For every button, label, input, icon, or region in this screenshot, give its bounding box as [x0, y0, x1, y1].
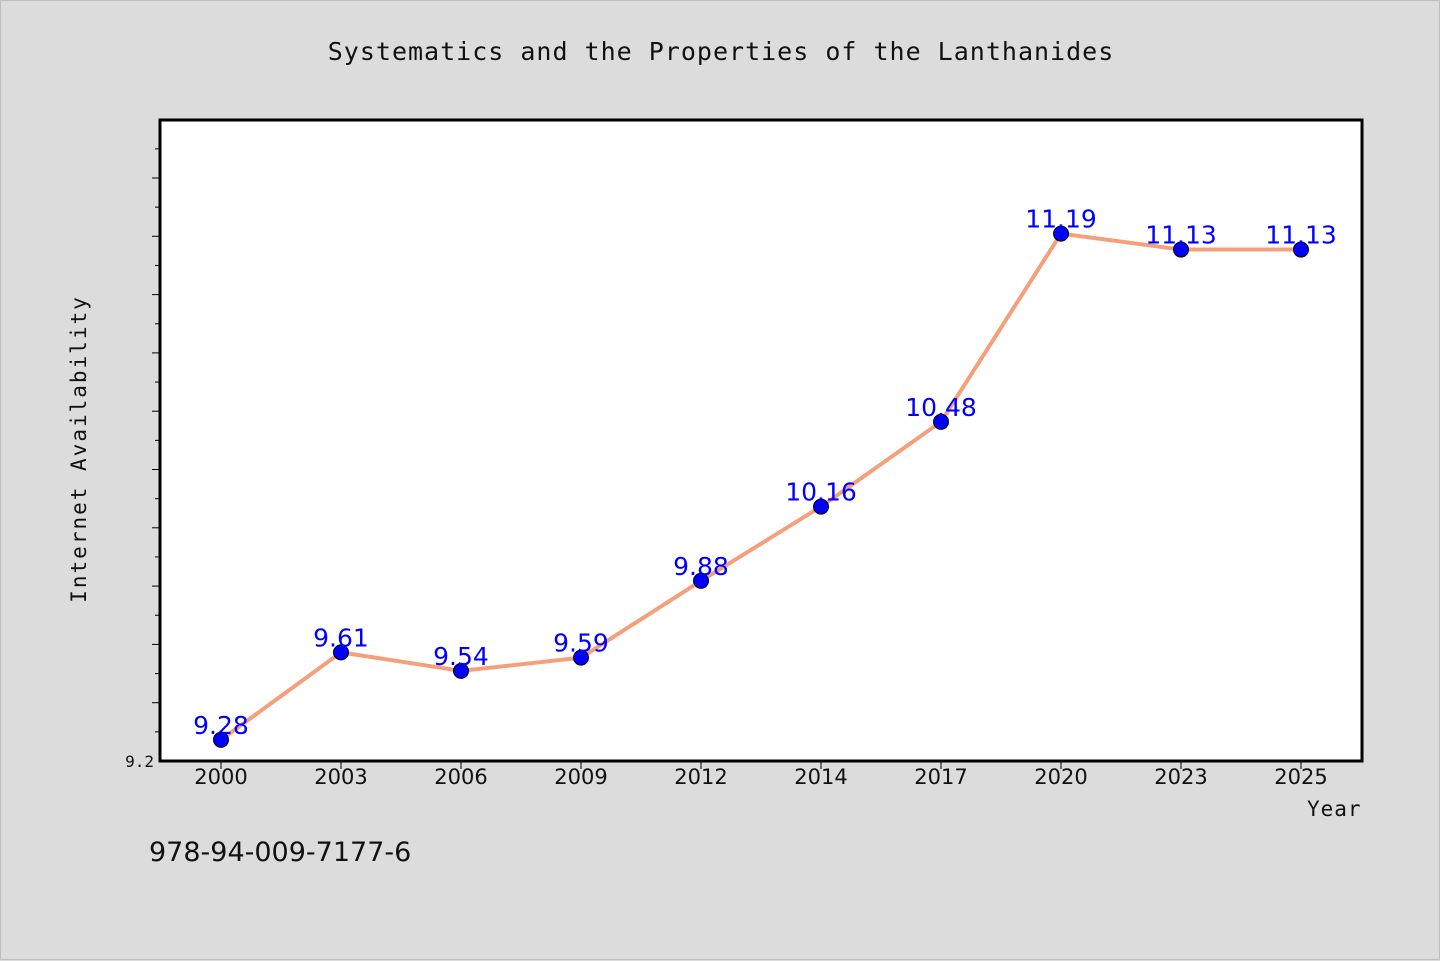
- x-tick-label: 2006: [434, 765, 487, 789]
- x-tick-label: 2023: [1154, 765, 1207, 789]
- isbn-caption: 978-94-009-7177-6: [149, 837, 412, 868]
- data-point: [933, 413, 949, 430]
- x-tick-label: 2012: [674, 765, 727, 789]
- x-axis-ticks: 2000 2003 2006 2009 2012 2014 2017 2020 2023 2025: [194, 761, 1328, 789]
- data-markers: [213, 225, 1309, 748]
- data-point: [333, 644, 349, 661]
- series-line: [219, 231, 1303, 742]
- y-axis-ticks: 9.2: [125, 148, 160, 771]
- x-tick-label: 2014: [794, 765, 847, 789]
- data-label: 9.61: [313, 623, 369, 652]
- data-point: [1293, 241, 1309, 258]
- data-point: [213, 731, 229, 748]
- series-line-group: [219, 231, 1303, 742]
- data-labels: 9.28 9.61 9.54 9.59 9.88 10.16 10.48 11.19 11.13…: [193, 205, 1337, 740]
- x-tick-label: 2017: [914, 765, 967, 789]
- data-point: [1053, 225, 1069, 242]
- data-point: [573, 649, 589, 666]
- data-point: [1173, 241, 1189, 258]
- data-label: 11.13: [1145, 221, 1217, 250]
- data-point: [693, 572, 709, 589]
- data-label: 10.16: [785, 478, 857, 507]
- x-axis-title: Year: [1307, 797, 1362, 821]
- data-point: [453, 662, 469, 679]
- chart-title: Systematics and the Properties of the La…: [327, 37, 1115, 66]
- data-label: 9.88: [673, 552, 729, 581]
- data-label: 9.54: [433, 642, 489, 671]
- x-tick-label: 2025: [1274, 765, 1327, 789]
- plot-area: [158, 118, 1364, 763]
- y-tick-label: 9.2: [125, 752, 154, 771]
- data-label: 10.48: [905, 393, 977, 422]
- data-label: 11.19: [1025, 205, 1097, 234]
- x-tick-label: 2003: [314, 765, 367, 789]
- x-tick-label: 2009: [554, 765, 607, 789]
- x-tick-label: 2020: [1034, 765, 1087, 789]
- data-label: 11.13: [1265, 221, 1337, 250]
- data-label: 9.59: [553, 629, 609, 658]
- x-tick-label: 2000: [194, 765, 247, 789]
- data-point: [813, 498, 829, 515]
- data-label: 9.28: [193, 711, 249, 740]
